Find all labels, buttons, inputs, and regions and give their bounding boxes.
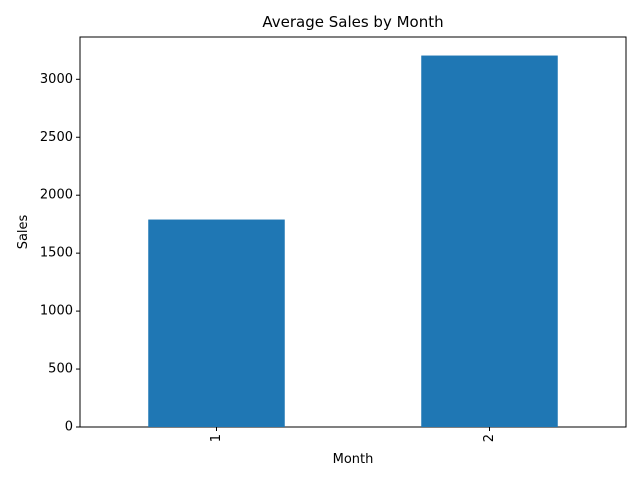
bars-group [148, 55, 558, 428]
y-tick-label: 0 [65, 420, 73, 435]
x-tick-label: 2 [482, 434, 497, 442]
y-tick-label: 2000 [40, 188, 73, 203]
y-tick-label: 1500 [40, 246, 73, 261]
y-axis-label: Sales [16, 214, 31, 249]
bar-1 [148, 219, 285, 427]
bar-2 [421, 55, 558, 428]
y-tick-label: 2500 [40, 130, 73, 145]
y-tick-label: 3000 [40, 72, 73, 87]
y-tick-label: 1000 [40, 304, 73, 319]
chart-title: Average Sales by Month [262, 13, 443, 31]
plot-frame [79, 36, 627, 428]
y-axis-ticks: 0 500 1000 1500 2000 2500 3000 [40, 72, 80, 435]
x-tick-label: 1 [209, 434, 224, 442]
x-axis-label: Month [333, 452, 374, 467]
y-tick-label: 500 [48, 362, 73, 377]
